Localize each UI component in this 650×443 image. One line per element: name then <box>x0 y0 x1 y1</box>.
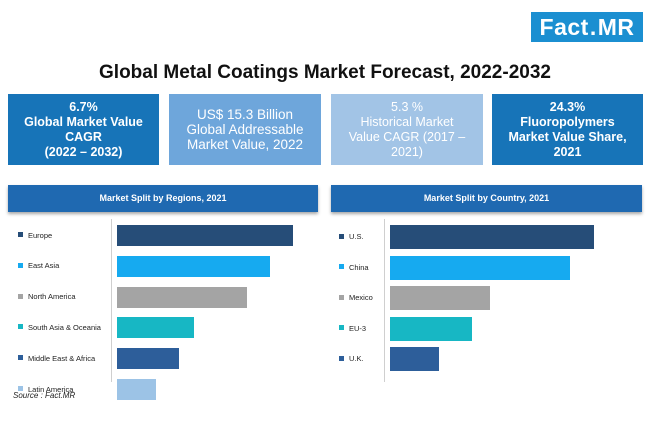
country-bar <box>390 286 490 310</box>
region-legend-item: Middle East & Africa <box>18 353 95 365</box>
kpi-line: US$ 15.3 Billion <box>196 107 294 122</box>
country-category-label: U.K. <box>349 354 364 364</box>
region-category-label: East Asia <box>28 261 60 271</box>
kpi-line: Global Addressable <box>186 122 304 137</box>
kpi-line: Value CAGR (2017 – <box>348 129 466 144</box>
region-legend-item: North America <box>18 291 76 303</box>
country-legend-item: U.K. <box>339 353 364 365</box>
region-legend-item: South Asia & Oceania <box>18 322 101 334</box>
country-legend-item: China <box>339 262 369 274</box>
kpi-line: Global Market Value <box>24 114 143 129</box>
region-category-label: South Asia & Oceania <box>28 322 101 332</box>
region-bar <box>117 348 179 370</box>
country-axis-line <box>384 219 385 382</box>
kpi-line: Market Value Share, <box>508 129 627 144</box>
country-legend-swatch <box>339 355 344 361</box>
country-category-label: Mexico <box>349 293 373 303</box>
country-legend-item: EU-3 <box>339 323 366 335</box>
kpi-box-cagr: 6.7% Global Market Value CAGR (2022 – 20… <box>8 94 159 165</box>
country-bar <box>390 225 594 249</box>
kpi-line: 2021) <box>391 144 423 159</box>
kpi-box-historical-cagr: 5.3 % Historical Market Value CAGR (2017… <box>331 94 483 165</box>
region-bar <box>117 225 293 246</box>
country-bar <box>390 316 472 341</box>
fact-mr-logo: Fact.MR <box>531 12 643 42</box>
kpi-box-fluoropolymers-share: 24.3% Fluoropolymers Market Value Share,… <box>492 94 643 165</box>
regions-chart-title: Market Split by Regions, 2021 <box>8 185 318 212</box>
kpi-box-addressable-value: US$ 15.3 Billion Global Addressable Mark… <box>169 94 321 165</box>
region-legend-swatch <box>18 355 23 361</box>
country-bar <box>390 255 570 280</box>
country-legend-swatch <box>339 264 344 270</box>
region-legend-item: East Asia <box>18 260 59 272</box>
country-legend-swatch <box>339 294 344 300</box>
logo-part2: MR <box>597 14 635 40</box>
country-legend-swatch <box>339 233 344 239</box>
logo-dot: . <box>589 14 597 40</box>
kpi-line: Historical Market <box>360 114 454 129</box>
kpi-line: 6.7% <box>69 99 98 114</box>
kpi-line: 24.3% <box>549 99 586 114</box>
kpi-line: 2021 <box>553 144 582 159</box>
region-axis-line <box>111 219 112 382</box>
region-legend-swatch <box>18 262 23 268</box>
kpi-line: CAGR <box>65 129 102 144</box>
region-legend-item: Europe <box>18 230 52 242</box>
country-chart-title: Market Split by Country, 2021 <box>331 185 642 212</box>
source-note: Source : Fact.MR <box>13 391 76 400</box>
region-category-label: Europe <box>28 230 53 240</box>
country-category-label: EU-3 <box>349 323 367 333</box>
region-bar <box>117 317 195 339</box>
region-category-label: Middle East & Africa <box>28 353 96 363</box>
region-legend-item: Latin America <box>18 384 73 396</box>
page-title: Global Metal Coatings Market Forecast, 2… <box>99 62 551 83</box>
region-category-label: Latin America <box>28 384 74 394</box>
region-bar <box>117 286 248 308</box>
country-category-label: U.S. <box>349 232 364 242</box>
country-bar <box>390 347 439 371</box>
kpi-line: 5.3 % <box>391 99 423 114</box>
kpi-line: (2022 – 2032) <box>44 144 123 159</box>
region-legend-swatch <box>18 324 23 330</box>
country-legend-swatch <box>339 325 344 331</box>
region-bar <box>117 379 156 400</box>
region-category-label: North America <box>28 292 76 302</box>
country-legend-item: Mexico <box>339 292 373 304</box>
country-category-label: China <box>349 262 369 272</box>
kpi-line: Fluoropolymers <box>520 114 615 129</box>
region-legend-swatch <box>18 232 23 238</box>
country-legend-item: U.S. <box>339 231 364 243</box>
region-bar <box>117 255 271 277</box>
region-legend-swatch <box>18 293 23 299</box>
region-legend-swatch <box>18 386 23 392</box>
kpi-line: Market Value, 2022 <box>186 137 304 152</box>
logo-part1: Fact <box>539 14 589 40</box>
